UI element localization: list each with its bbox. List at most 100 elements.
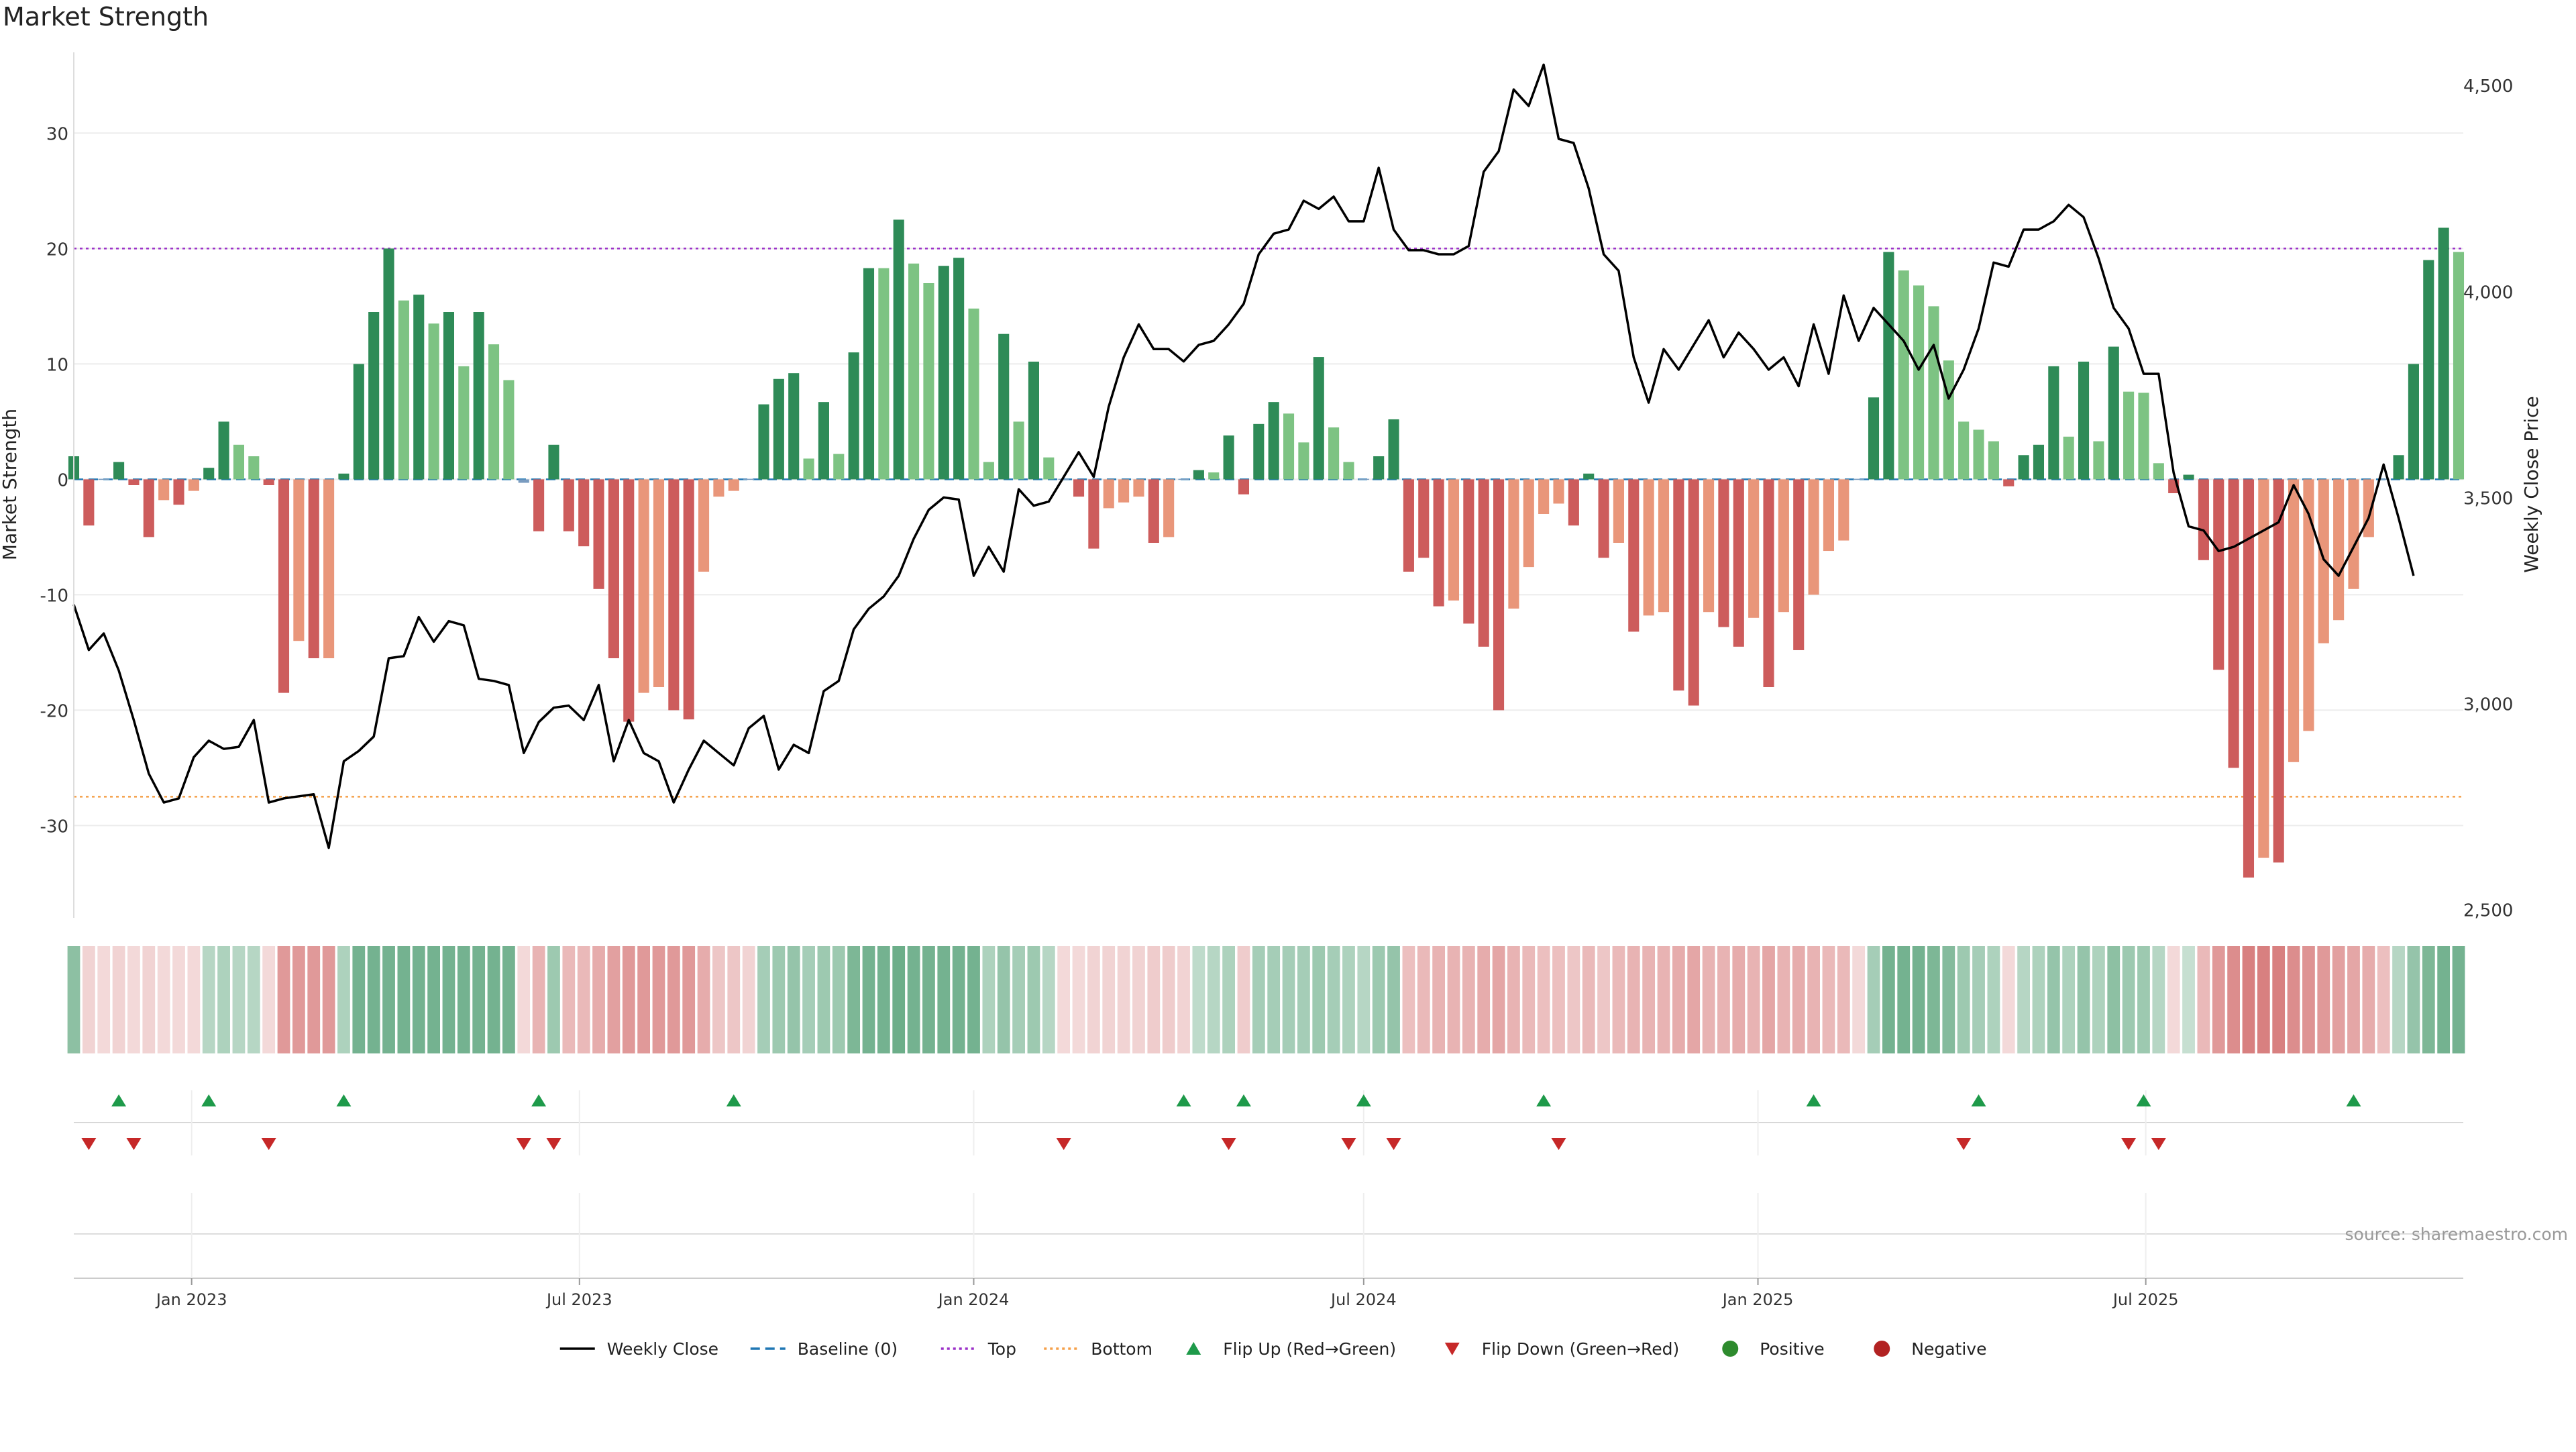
- strength-bar: [2453, 252, 2465, 480]
- heat-strip-cell: [1537, 946, 1550, 1053]
- flip-up-marker: [1536, 1094, 1552, 1106]
- flip-down-marker: [516, 1138, 531, 1150]
- heat-strip-cell: [322, 946, 335, 1053]
- strength-bar: [608, 479, 619, 658]
- heat-strip-cell: [1492, 946, 1505, 1053]
- y-right-tick-label: 3,000: [2463, 695, 2513, 715]
- heat-strip-cell: [577, 946, 590, 1053]
- heat-strip-cell: [2032, 946, 2045, 1053]
- strength-bar: [1118, 479, 1130, 503]
- heat-strip-cell: [1642, 946, 1656, 1053]
- heat-strip-cell: [397, 946, 411, 1053]
- heat-strip-cell: [862, 946, 875, 1053]
- heat-strip-cell: [1837, 946, 1850, 1053]
- strength-bar: [1313, 357, 1324, 480]
- strength-bar: [938, 266, 949, 480]
- strength-bar: [1958, 421, 1970, 480]
- strength-bar: [2333, 479, 2345, 621]
- heat-strip-cell: [1282, 946, 1295, 1053]
- strength-bar: [533, 479, 545, 531]
- legend-label: Positive: [1760, 1339, 1824, 1359]
- heat-strip-cell: [1447, 946, 1460, 1053]
- heat-strip-cell: [1942, 946, 1955, 1053]
- strength-bar: [323, 479, 335, 658]
- heat-strip-cell: [2062, 946, 2076, 1053]
- strength-bar: [1148, 479, 1159, 543]
- strength-bar: [203, 468, 215, 480]
- heat-strip-cell: [1162, 946, 1175, 1053]
- flip-up-marker: [1971, 1094, 1986, 1106]
- heat-strip-cell: [1717, 946, 1730, 1053]
- strength-bar: [488, 344, 500, 480]
- heat-strip-cell: [487, 946, 500, 1053]
- heat-strip-cell: [1897, 946, 1911, 1053]
- flip-down-marker: [546, 1138, 561, 1150]
- heat-strip-cell: [2317, 946, 2330, 1053]
- strength-bar: [1688, 479, 1699, 706]
- x-tick-label: Jul 2023: [545, 1290, 612, 1309]
- strength-bar: [1163, 479, 1175, 537]
- strength-bar: [2258, 479, 2269, 858]
- strength-bar: [1448, 479, 1460, 601]
- strength-bar: [758, 404, 769, 480]
- y-left-tick-label: 0: [57, 470, 68, 490]
- strength-bar: [1988, 441, 1999, 480]
- strength-bar: [1553, 479, 1564, 504]
- strength-bar: [743, 478, 755, 480]
- heat-strip-cell: [1852, 946, 1866, 1053]
- strength-bar: [923, 283, 934, 480]
- y-left-tick-label: -10: [40, 586, 68, 606]
- heat-strip-cell: [937, 946, 951, 1053]
- heat-strip-cell: [2077, 946, 2090, 1053]
- legend-swatch-tri-up: [1186, 1342, 1201, 1355]
- y-right-tick-label: 4,500: [2463, 76, 2513, 97]
- strength-bar: [473, 312, 484, 480]
- heat-strip-cell: [787, 946, 800, 1053]
- heat-strip-cell: [1627, 946, 1640, 1053]
- heat-strip-cell: [1672, 946, 1685, 1053]
- strength-bars: [68, 219, 2465, 878]
- heat-strip-cell: [1087, 946, 1100, 1053]
- strength-bar: [2408, 364, 2419, 480]
- heat-strip-cell: [1147, 946, 1161, 1053]
- heat-strip-cell: [2152, 946, 2165, 1053]
- heat-strip-cell: [1762, 946, 1775, 1053]
- y-right-axis-label: Weekly Close Price: [2520, 396, 2542, 572]
- strength-bar: [2108, 346, 2119, 480]
- strength-bar: [1088, 479, 1099, 549]
- legend: Weekly Close Baseline (0) Top Bottom Flip Up…: [559, 1339, 1986, 1359]
- heat-strip-cell: [2302, 946, 2315, 1053]
- heat-strip-cell: [67, 946, 80, 1053]
- heat-strip-cell: [1297, 946, 1310, 1053]
- flip-up-marker: [2346, 1094, 2361, 1106]
- strength-bar: [1793, 479, 1805, 650]
- strength-bar: [1538, 479, 1550, 514]
- strength-bar: [1028, 361, 1039, 480]
- heat-strip-cell: [592, 946, 605, 1053]
- heat-strip-cell: [2212, 946, 2225, 1053]
- heat-strip-cell: [1132, 946, 1145, 1053]
- heat-strip-cell: [2182, 946, 2195, 1053]
- heat-strip-cell: [217, 946, 230, 1053]
- x-tick-label: Jan 2025: [1721, 1290, 1794, 1309]
- strength-bar: [1823, 479, 1834, 552]
- heat-strip-cell: [472, 946, 486, 1053]
- strength-bar: [953, 258, 965, 480]
- strength-bar: [503, 380, 515, 480]
- heat-strip-cell: [262, 946, 276, 1053]
- heat-strip-cell: [1612, 946, 1625, 1053]
- y-left-tick-label: 10: [46, 355, 68, 375]
- heat-strip-cell: [982, 946, 996, 1053]
- heat-strip-cell: [2377, 946, 2390, 1053]
- strength-bar: [2078, 361, 2090, 480]
- y-left-tick-label: 30: [46, 124, 68, 144]
- strength-bar: [2348, 479, 2359, 589]
- strength-bar: [2243, 479, 2255, 878]
- strength-bar: [1718, 479, 1729, 627]
- heat-strip-cell: [1687, 946, 1701, 1053]
- legend-label: Top: [987, 1339, 1016, 1359]
- strength-bar: [698, 479, 710, 572]
- strength-bar: [1613, 479, 1624, 543]
- strength-bar: [368, 312, 380, 480]
- strength-bar: [848, 352, 859, 480]
